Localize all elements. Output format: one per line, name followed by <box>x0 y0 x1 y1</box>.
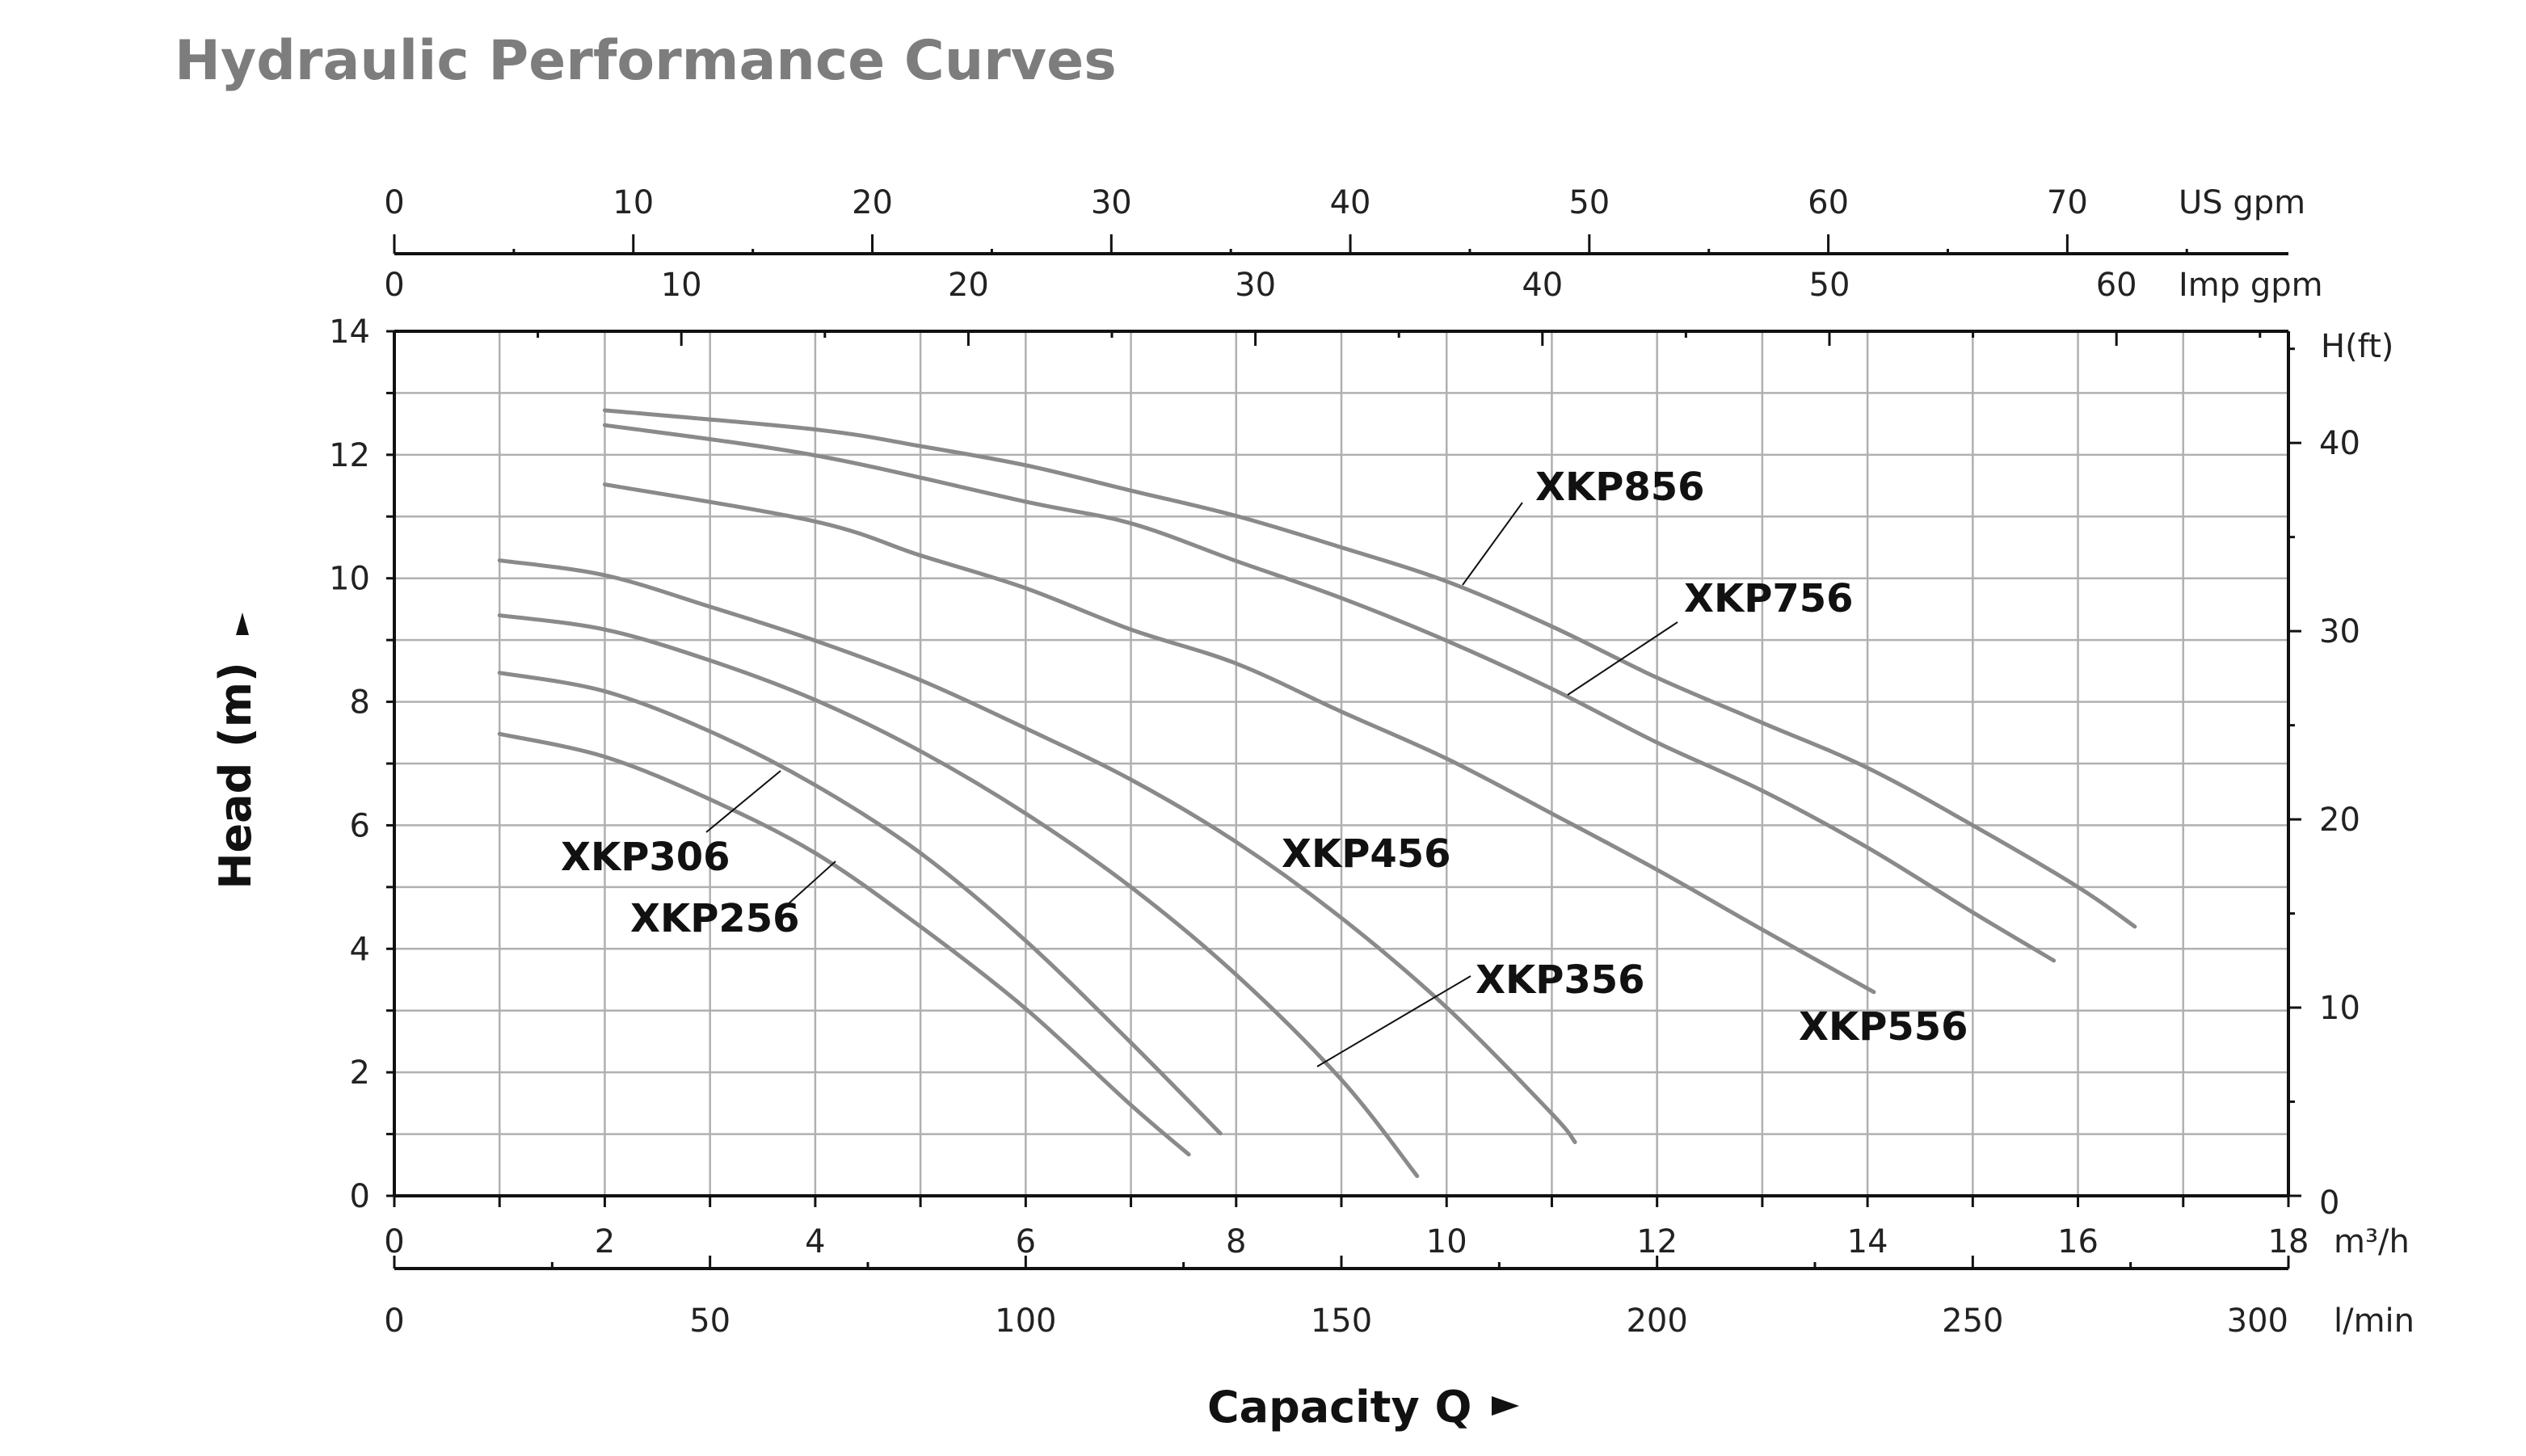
us-gpm-tick-label: 10 <box>613 184 654 221</box>
curve-label-xkp256: XKP256 <box>630 896 800 941</box>
us-gpm-tick-label: 40 <box>1330 184 1371 221</box>
leader-line-xkp356 <box>1316 975 1471 1067</box>
us-gpm-tick-label: 50 <box>1568 184 1610 221</box>
x-unit-label: m³/h <box>2334 1223 2410 1260</box>
y-axis-label: Head (m) <box>210 662 261 889</box>
ft-tick-label: 10 <box>2319 990 2360 1027</box>
curve-label-xkp306: XKP306 <box>561 835 730 880</box>
y-tick-label: 12 <box>329 437 370 474</box>
l-min-tick-label: 250 <box>1942 1302 2003 1340</box>
imp-gpm-tick-label: 60 <box>2096 267 2137 304</box>
grid <box>394 331 2288 1196</box>
us-gpm-unit-label: US gpm <box>2179 184 2305 221</box>
curve-label-xkp856: XKP856 <box>1535 465 1705 510</box>
l-min-tick-label: 150 <box>1311 1302 1372 1340</box>
imp-gpm-tick-label: 0 <box>384 267 404 304</box>
curve-label-xkp456: XKP456 <box>1282 831 1451 877</box>
curve-label-xkp756: XKP756 <box>1684 576 1854 621</box>
imp-gpm-tick-label: 20 <box>948 267 989 304</box>
y-axis-title: Head (m) <box>210 612 261 890</box>
x-tick-label: 16 <box>2057 1223 2099 1260</box>
curve-xkp456 <box>497 558 1577 1145</box>
x-axis-title: Capacity Q <box>1207 1382 1519 1433</box>
ft-tick-label: 40 <box>2319 425 2360 462</box>
x-tick-label: 12 <box>1636 1223 1678 1260</box>
curve-xkp856 <box>602 408 2137 929</box>
x-tick-label: 2 <box>595 1223 615 1260</box>
right-arrow-icon <box>1492 1396 1519 1416</box>
curve-xkp356 <box>497 613 1420 1179</box>
us-gpm-tick-label: 20 <box>852 184 893 221</box>
y-tick-label: 6 <box>350 807 370 844</box>
imp-gpm-tick-label: 30 <box>1235 267 1276 304</box>
curves <box>497 408 2137 1179</box>
curve-xkp306 <box>497 671 1223 1136</box>
leader-line-xkp306 <box>705 770 781 833</box>
l-min-tick-label: 0 <box>384 1302 404 1340</box>
y-tick-label: 14 <box>329 314 370 351</box>
x-tick-label: 14 <box>1847 1223 1888 1260</box>
up-arrow-icon <box>236 612 249 635</box>
y-tick-label: 2 <box>350 1054 370 1092</box>
ft-tick-label: 30 <box>2319 613 2360 650</box>
curve-xkp756 <box>602 423 2057 963</box>
x-tick-label: 8 <box>1226 1223 1246 1260</box>
l-min-unit-label: l/min <box>2334 1302 2414 1340</box>
curve-xkp256 <box>497 731 1191 1157</box>
ft-unit-label: H(ft) <box>2321 328 2393 365</box>
l-min-tick-label: 100 <box>995 1302 1056 1340</box>
chart-title: Hydraulic Performance Curves <box>175 29 1117 93</box>
imp-gpm-tick-label: 50 <box>1809 267 1850 304</box>
imp-gpm-tick-label: 10 <box>661 267 702 304</box>
leader-line-xkp756 <box>1567 621 1678 696</box>
curve-labels: XKP856 XKP756 XKP556 XKP456 XKP356 XKP306 XKP2… <box>561 465 1968 1067</box>
us-gpm-tick-label: 60 <box>1808 184 1849 221</box>
imp-gpm-tick-label: 40 <box>1522 267 1563 304</box>
us-gpm-tick-label: 0 <box>384 184 404 221</box>
curve-label-xkp556: XKP556 <box>1799 1004 1968 1050</box>
curve-xkp556 <box>602 482 1876 995</box>
us-gpm-tick-label: 70 <box>2047 184 2088 221</box>
l-min-tick-label: 200 <box>1626 1302 1687 1340</box>
curve-label-xkp356: XKP356 <box>1476 957 1645 1003</box>
y-tick-label: 10 <box>329 561 370 598</box>
x-tick-label: 0 <box>384 1223 404 1260</box>
imp-gpm-unit-label: Imp gpm <box>2179 267 2323 304</box>
x-tick-label: 4 <box>805 1223 825 1260</box>
y-tick-label: 4 <box>350 931 370 968</box>
us-gpm-tick-label: 30 <box>1091 184 1132 221</box>
ft-tick-label: 0 <box>2319 1185 2339 1222</box>
y-tick-label: 0 <box>350 1178 370 1215</box>
ft-tick-label: 20 <box>2319 802 2360 839</box>
leader-line-xkp256 <box>786 861 836 906</box>
leader-line-xkp856 <box>1462 502 1523 586</box>
x-tick-label: 6 <box>1016 1223 1036 1260</box>
l-min-tick-label: 50 <box>689 1302 730 1340</box>
x-tick-label: 18 <box>2268 1223 2309 1260</box>
y-tick-label: 8 <box>350 684 370 722</box>
x-tick-label: 10 <box>1426 1223 1467 1260</box>
l-min-tick-label: 300 <box>2227 1302 2288 1340</box>
x-axis-label: Capacity Q <box>1207 1382 1471 1433</box>
